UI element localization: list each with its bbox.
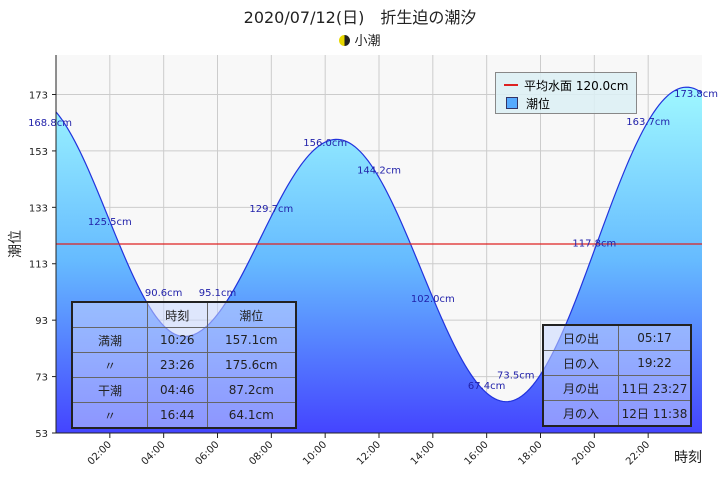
tide-type-label: 小潮 — [354, 34, 381, 49]
cell: 月の入 — [542, 400, 619, 427]
y-tick-label: 93 — [35, 316, 48, 327]
data-label: 73.5cm — [497, 371, 535, 382]
x-axis-label: 時刻 — [674, 450, 702, 466]
cell: 日の入 — [542, 350, 619, 376]
cell: 満潮 — [71, 327, 148, 353]
cell: 時刻 — [147, 301, 208, 328]
data-label: 125.5cm — [88, 217, 132, 228]
data-label: 90.6cm — [145, 288, 183, 299]
x-tick-label: 06:00 — [193, 439, 221, 467]
cell: 64.1cm — [206, 402, 297, 429]
x-tick-label: 20:00 — [570, 439, 598, 467]
cell: 干潮 — [71, 377, 148, 403]
red-line-icon — [504, 84, 518, 86]
cell: 23:26 — [147, 352, 208, 378]
cell: 04:46 — [147, 377, 208, 403]
y-tick-label: 173 — [29, 90, 48, 101]
half-moon-icon — [339, 35, 351, 46]
y-axis-label: 潮位 — [8, 230, 24, 258]
y-tick-label: 53 — [35, 429, 48, 440]
chart-title: 2020/07/12(日) 折生迫の潮汐 — [243, 8, 477, 27]
cell: 157.1cm — [206, 327, 297, 353]
x-tick-label: 04:00 — [140, 439, 168, 467]
legend-item-tide: 潮位 — [504, 95, 550, 112]
x-tick-label: 22:00 — [624, 439, 652, 467]
legend-label: 潮位 — [526, 97, 551, 111]
data-label: 156.0cm — [303, 138, 347, 149]
data-label: 95.1cm — [199, 288, 237, 299]
cell: 〃 — [71, 402, 148, 429]
legend-label: 平均水面 120.0cm — [524, 79, 629, 93]
y-tick-label: 73 — [35, 373, 48, 384]
legend-item-mean: 平均水面 120.0cm — [504, 77, 628, 94]
cell: 日の出 — [542, 324, 619, 351]
y-tick-label: 133 — [29, 203, 48, 214]
cell: 87.2cm — [206, 377, 297, 403]
data-label: 129.7cm — [249, 204, 293, 215]
x-tick-label: 18:00 — [516, 439, 544, 467]
cell: 19:22 — [618, 350, 692, 376]
data-label: 173.8cm — [674, 89, 718, 100]
tide-type: 小潮 — [0, 30, 720, 49]
cell: 05:17 — [618, 324, 692, 351]
blue-square-icon — [506, 97, 518, 109]
cell: 12日 11:38 — [618, 400, 692, 427]
data-label: 67.4cm — [468, 381, 506, 392]
x-tick-label: 02:00 — [86, 439, 114, 467]
x-tick-label: 16:00 — [463, 439, 491, 467]
cell: 11日 23:27 — [618, 375, 692, 401]
x-tick-label: 14:00 — [409, 439, 437, 467]
cell — [71, 301, 148, 328]
cell: 10:26 — [147, 327, 208, 353]
cell: 175.6cm — [206, 352, 297, 378]
data-label: 163.7cm — [626, 117, 670, 128]
sun-moon-table: 日の出 05:17 日の入 19:22 月の出 11日 23:27 月の入 12日 11… — [542, 324, 692, 427]
tide-table: 時刻 潮位 満潮 10:26 157.1cm 〃 23:26 175.6cm 干潮 04:4… — [71, 301, 297, 429]
x-tick-label: 12:00 — [355, 439, 383, 467]
cell: 月の出 — [542, 375, 619, 401]
cell: 〃 — [71, 352, 148, 378]
legend: 平均水面 120.0cm 潮位 — [495, 72, 637, 114]
cell: 潮位 — [206, 301, 297, 328]
data-label: 117.8cm — [572, 238, 616, 249]
data-label: 144.2cm — [357, 166, 401, 177]
cell: 16:44 — [147, 402, 208, 429]
x-tick-label: 08:00 — [247, 439, 275, 467]
x-tick-label: 10:00 — [301, 439, 329, 467]
y-tick-label: 153 — [29, 147, 48, 158]
data-label: 168.8cm — [28, 118, 72, 129]
y-tick-label: 113 — [29, 260, 48, 271]
data-label: 102.0cm — [411, 294, 455, 305]
